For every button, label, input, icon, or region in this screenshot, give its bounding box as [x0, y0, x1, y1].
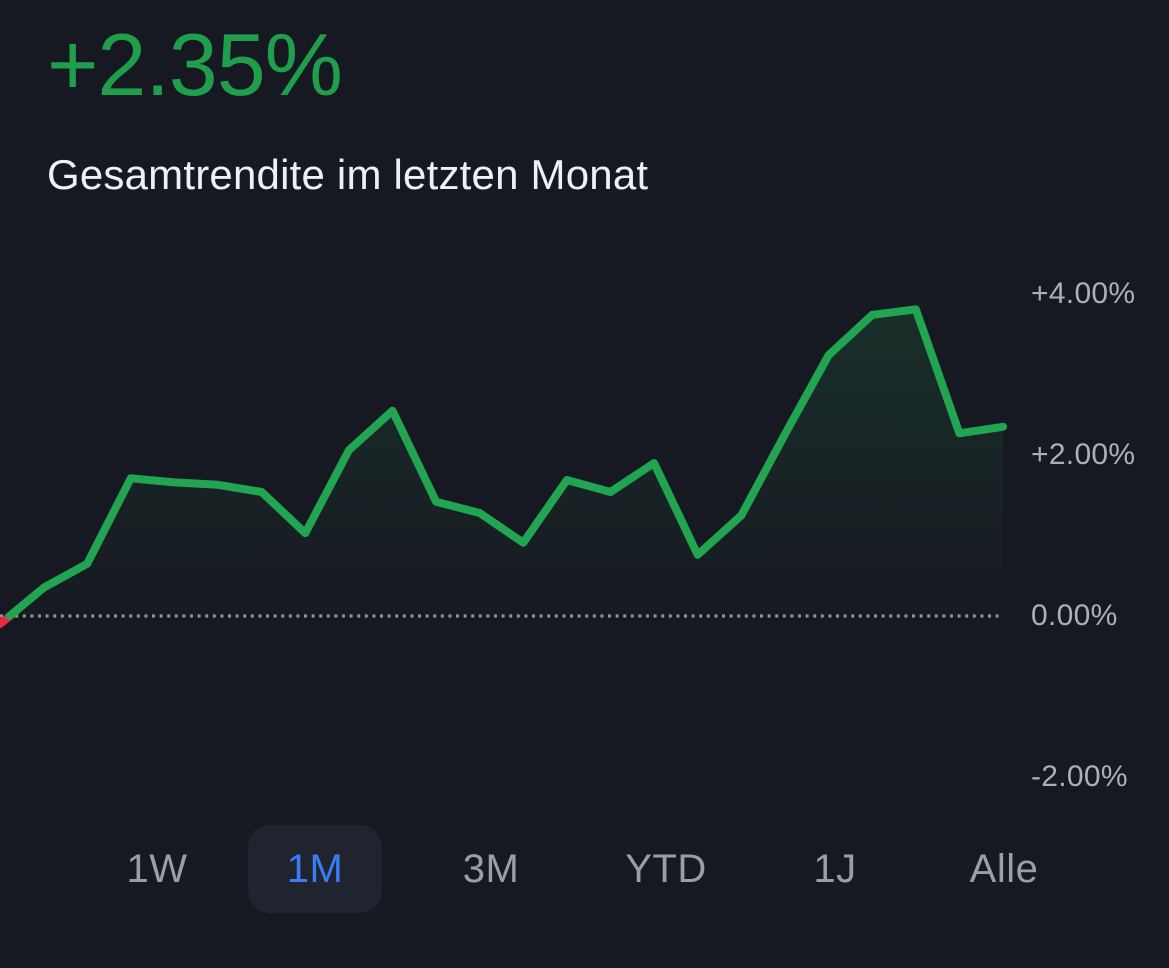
period-button-3m[interactable]: 3M [424, 825, 558, 913]
period-button-1m[interactable]: 1M [248, 825, 382, 913]
area-fill [9, 309, 1003, 616]
period-button-ytd[interactable]: YTD [599, 825, 733, 913]
period-button-1j[interactable]: 1J [768, 825, 902, 913]
y-axis-tick-2: +2.00% [1031, 438, 1136, 471]
return-subtitle: Gesamtrendite im letzten Monat [47, 151, 649, 198]
return-percentage: +2.35% [47, 15, 343, 114]
y-axis-tick-4: +4.00% [1031, 277, 1136, 310]
period-button-1w[interactable]: 1W [90, 825, 224, 913]
y-axis-tick-neg2: -2.00% [1031, 760, 1128, 793]
period-button-alle[interactable]: Alle [937, 825, 1071, 913]
y-axis-tick-0: 0.00% [1031, 599, 1118, 632]
performance-line [5, 305, 1007, 620]
